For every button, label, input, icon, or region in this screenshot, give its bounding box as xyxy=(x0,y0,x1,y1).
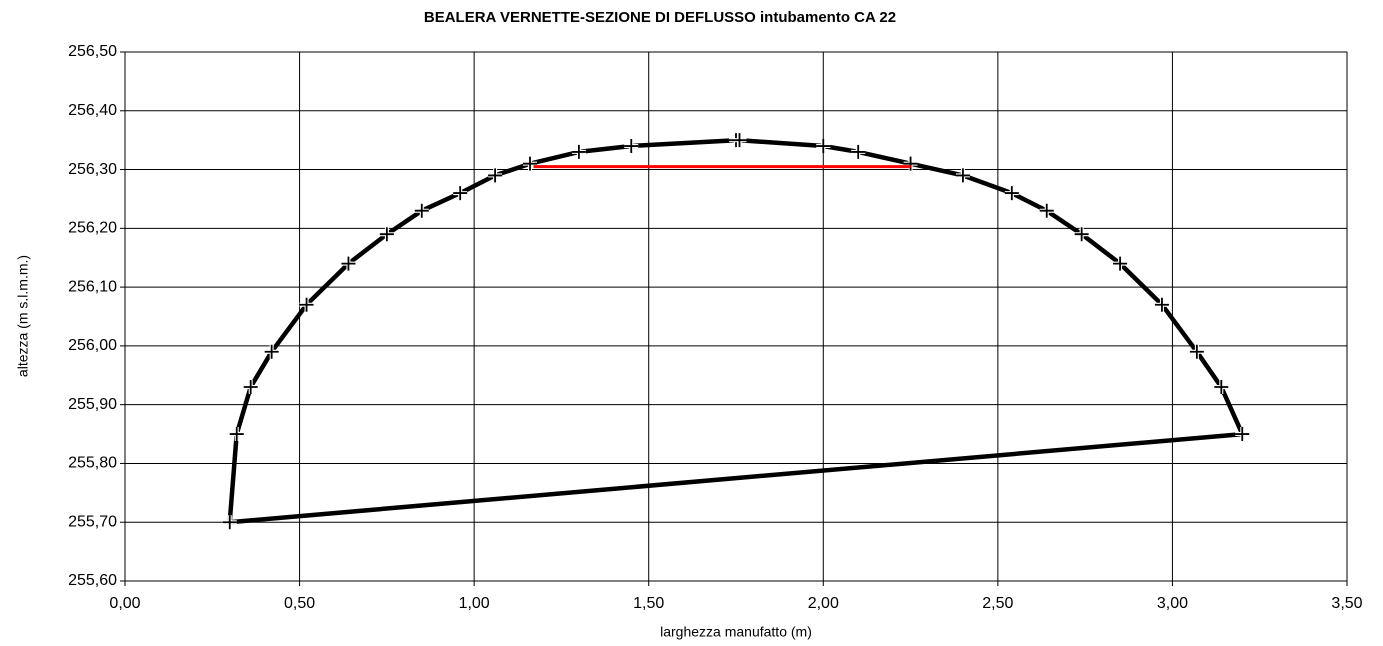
x-tick-label: 3,00 xyxy=(1157,595,1188,612)
marker xyxy=(379,227,394,242)
y-tick-label: 256,40 xyxy=(68,102,117,119)
marker xyxy=(1154,297,1169,312)
marker xyxy=(1235,427,1250,442)
marker xyxy=(851,144,866,159)
plot-area xyxy=(124,51,1348,582)
marker xyxy=(732,133,747,148)
x-tick-label: 3,50 xyxy=(1331,595,1362,612)
marker xyxy=(903,156,918,171)
marker xyxy=(243,380,258,395)
marker xyxy=(624,139,639,154)
marker xyxy=(523,156,538,171)
chart-title: BEALERA VERNETTE-SEZIONE DI DEFLUSSO int… xyxy=(424,9,896,26)
y-tick-label: 256,00 xyxy=(68,337,117,354)
y-tick-label: 255,60 xyxy=(68,572,117,589)
y-tick-label: 256,10 xyxy=(68,278,117,295)
x-tick-label: 0,50 xyxy=(284,595,315,612)
y-tick-label: 255,90 xyxy=(68,396,117,413)
x-tick-label: 2,50 xyxy=(982,595,1013,612)
marker xyxy=(1039,203,1054,218)
marker xyxy=(414,203,429,218)
marker xyxy=(229,427,244,442)
marker xyxy=(488,168,503,183)
marker xyxy=(264,344,279,359)
marker xyxy=(571,144,586,159)
y-tick-label: 255,70 xyxy=(68,513,117,530)
y-tick-label: 256,20 xyxy=(68,220,117,237)
marker xyxy=(222,515,237,530)
marker xyxy=(1189,344,1204,359)
x-tick-label: 1,50 xyxy=(633,595,664,612)
y-tick-label: 256,50 xyxy=(68,43,117,60)
x-tick-label: 1,00 xyxy=(459,595,490,612)
marker xyxy=(955,168,970,183)
marker xyxy=(453,186,468,201)
marker xyxy=(341,256,356,271)
marker xyxy=(299,297,314,312)
marker xyxy=(1004,186,1019,201)
marker xyxy=(1113,256,1128,271)
x-axis-label: larghezza manufatto (m) xyxy=(660,624,812,640)
marker xyxy=(1214,380,1229,395)
x-tick-label: 0,00 xyxy=(109,595,140,612)
x-tick-label: 2,00 xyxy=(808,595,839,612)
y-tick-label: 255,80 xyxy=(68,455,117,472)
y-axis-label: altezza (m s.l.m.m.) xyxy=(15,255,31,377)
marker xyxy=(816,139,831,154)
y-tick-label: 256,30 xyxy=(68,161,117,178)
marker xyxy=(1074,227,1089,242)
